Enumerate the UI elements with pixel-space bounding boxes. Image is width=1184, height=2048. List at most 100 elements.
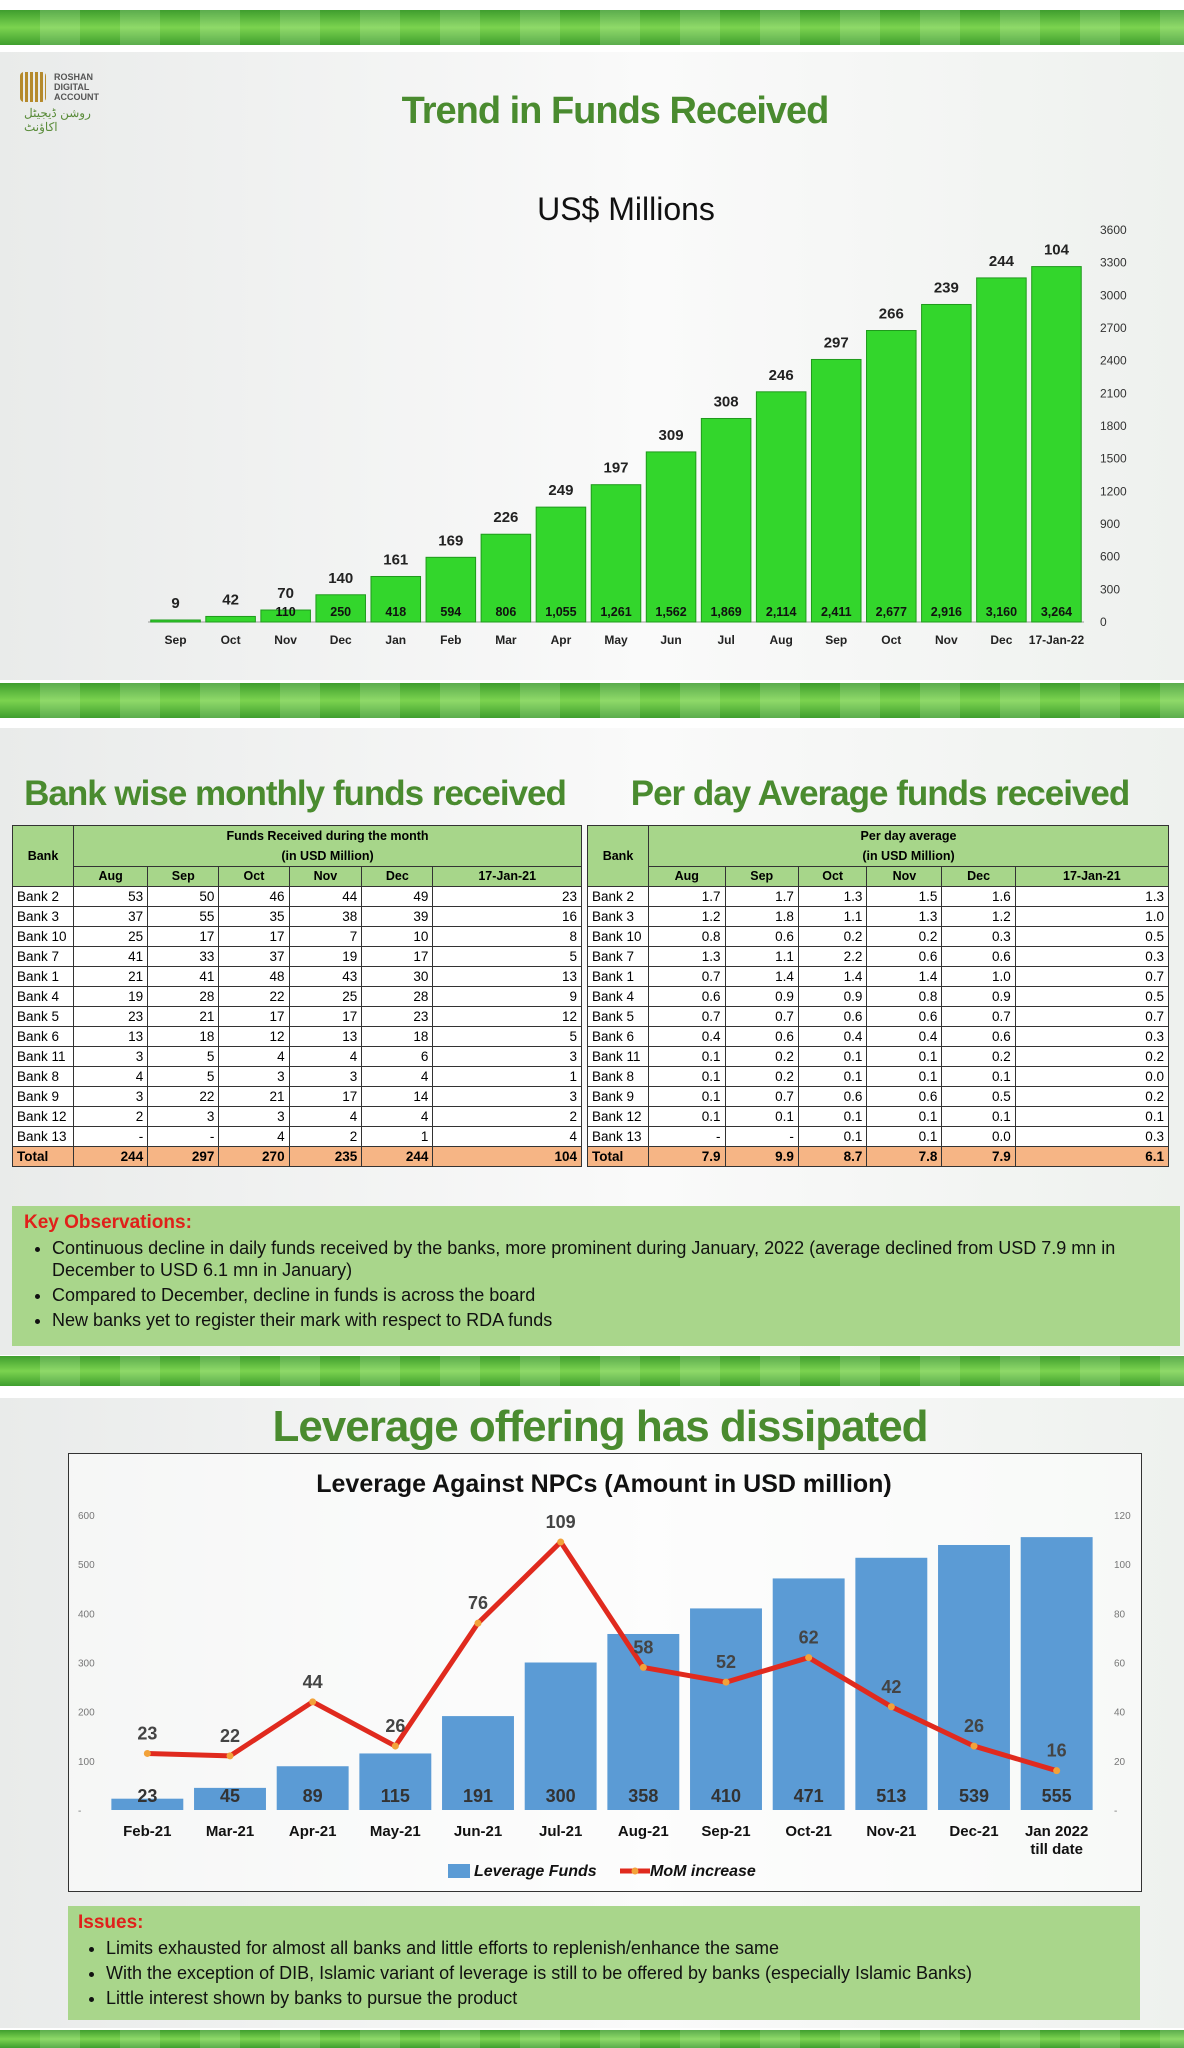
y-tick-label: 900 [1100,517,1120,531]
leverage-bar [690,1608,762,1810]
value-cell: 9 [432,986,582,1007]
value-cell: 43 [288,966,363,987]
value-cell: 8.7 [797,1146,868,1167]
left-axis-tick: 100 [78,1757,95,1768]
value-cell: - [72,1126,149,1147]
leverage-chart: Leverage Against NPCs (Amount in USD mil… [78,1470,1131,1880]
mom-point [309,1698,317,1706]
table-row: Bank 7 1.3 1.1 2.2 0.6 0.6 0.3 [587,946,1170,967]
table-row: Bank 3 1.2 1.8 1.1 1.3 1.2 1.0 [587,906,1170,927]
per-day-group-header: Per day average (in USD Million) [648,825,1169,867]
x-tick-label: Sep-21 [701,1823,750,1840]
value-cell: 0.3 [1014,1126,1170,1147]
table-row: Bank 8 0.1 0.2 0.1 0.1 0.1 0.0 [587,1066,1170,1087]
value-cell: 0.6 [866,946,943,967]
value-cell: 5 [147,1066,220,1087]
bar-value-label: 539 [959,1786,989,1806]
value-cell: 0.7 [648,966,726,987]
page-title: Trend in Funds Received [401,90,830,132]
value-cell: 21 [147,1006,220,1027]
value-cell: 1.2 [941,906,1016,927]
x-tick-label: Feb [440,633,461,647]
bank-name-cell: Bank 5 [587,1006,649,1027]
x-tick-label: Jan 2022 [1025,1823,1088,1840]
value-cell: 0.6 [797,1006,868,1027]
leverage-bar [442,1716,514,1810]
bank-name-cell: Bank 2 [587,886,649,907]
value-cell: 0.2 [724,1066,799,1087]
value-cell: 25 [72,926,149,947]
mom-point [557,1538,565,1546]
value-cell: 0.7 [724,1086,799,1107]
value-cell: 0.1 [797,1066,868,1087]
leverage-bar [855,1557,928,1810]
mom-point [970,1742,978,1750]
x-tick-label: Apr [551,633,572,647]
x-tick-label: Sep [825,633,847,647]
value-cell: 28 [147,986,220,1007]
value-cell: 23 [361,1006,434,1027]
mom-point [143,1749,151,1757]
mom-increase-line [147,1539,1058,1774]
x-tick-label: Jul [717,633,734,647]
value-cell: 8 [432,926,582,947]
bank-name-cell: Bank 3 [587,906,649,927]
x-tick-label: Dec-21 [949,1823,998,1840]
bar [205,615,256,623]
bank-name-cell: Bank 13 [12,1126,74,1147]
value-cell: 2 [432,1106,582,1127]
bar-value-label: 555 [1042,1786,1072,1806]
x-tick-label: Oct-21 [785,1823,832,1840]
top-banner [0,10,1184,45]
value-cell: 0.9 [724,986,799,1007]
table-row: Bank 10 25 17 17 7 10 8 [12,926,582,947]
x-tick-label: Jul-21 [539,1823,582,1840]
value-cell: 1.3 [1014,886,1170,907]
total-row: Total 7.9 9.9 8.7 7.8 7.9 6.1 [587,1146,1170,1167]
right-axis-tick: 100 [1114,1560,1131,1571]
leverage-bar [607,1633,680,1810]
bank-name-cell: Bank 9 [12,1086,74,1107]
value-cell: 21 [218,1086,290,1107]
value-cell: 53 [72,886,149,907]
bar-monthly-label: 140 [328,570,353,587]
monthly-funds-table: Bank Funds Received during the month (in… [12,825,582,1167]
right-axis-tick: 60 [1114,1659,1126,1670]
column-header: Oct [797,866,868,887]
value-cell: 0.6 [941,946,1016,967]
table-row: Bank 12 0.1 0.1 0.1 0.1 0.1 0.1 [587,1106,1170,1127]
value-cell: 0.9 [941,986,1016,1007]
value-cell: 3 [72,1046,149,1067]
list-item: New banks yet to register their mark wit… [52,1309,1168,1331]
column-header: Dec [361,866,434,887]
value-cell: 0.6 [648,986,726,1007]
left-axis-tick: 200 [78,1708,95,1719]
mom-value-label: 58 [633,1637,653,1657]
value-cell: 0.1 [866,1046,943,1067]
value-cell: 1 [432,1066,582,1087]
y-tick-label: 2700 [1100,321,1127,335]
bar-cumulative-label: 1,562 [655,605,686,619]
column-header: Dec [941,866,1016,887]
bar-monthly-label: 266 [879,306,904,323]
per-day-group-header-line1: Per day average [860,829,957,843]
table-row: Bank 9 3 22 21 17 14 3 [12,1086,582,1107]
mom-value-label: 42 [881,1677,901,1697]
value-cell: 0.7 [648,1006,726,1027]
value-cell: 4 [218,1046,290,1067]
funds-group-header-line2: (in USD Million) [281,849,374,863]
bank-name-cell: Bank 6 [587,1026,649,1047]
right-axis-tick: 120 [1114,1511,1131,1522]
value-cell: 0.6 [724,1026,799,1047]
bar-cumulative-label: 250 [330,605,351,619]
bar [590,484,642,623]
value-cell: 3 [218,1106,290,1127]
value-cell: 7.9 [941,1146,1016,1167]
bar-value-label: 115 [381,1786,410,1806]
bank-name-cell: Bank 1 [12,966,74,987]
value-cell: 0.2 [1014,1046,1170,1067]
value-cell: 0.1 [648,1086,726,1107]
mom-value-label: 26 [385,1716,405,1736]
table-row: Bank 4 0.6 0.9 0.9 0.8 0.9 0.5 [587,986,1170,1007]
x-tick-label: Aug [770,633,793,647]
